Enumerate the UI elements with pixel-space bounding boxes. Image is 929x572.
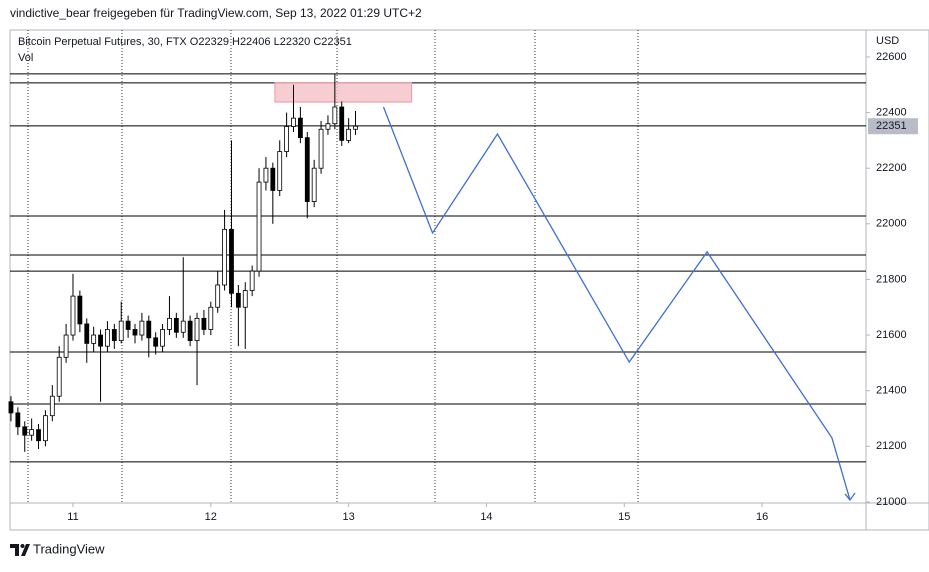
candle-body bbox=[187, 320, 193, 342]
projection-arrowhead bbox=[844, 492, 856, 502]
candle-body bbox=[146, 320, 152, 339]
y-tick-label: 22000 bbox=[876, 218, 907, 230]
candle-body bbox=[311, 167, 317, 202]
candle-body bbox=[8, 401, 14, 414]
candle-body bbox=[263, 167, 269, 183]
candle-body bbox=[105, 329, 110, 347]
y-tick-label: 21400 bbox=[876, 385, 907, 397]
candle-body bbox=[77, 295, 83, 325]
x-tick-label: 13 bbox=[342, 511, 354, 523]
candle-body bbox=[160, 329, 165, 347]
x-tick-label: 15 bbox=[618, 511, 630, 523]
last-price-box bbox=[868, 118, 918, 135]
logo-dot bbox=[20, 544, 25, 548]
candle-body bbox=[194, 317, 200, 342]
candle-body bbox=[15, 412, 21, 428]
candle-body bbox=[29, 429, 35, 436]
last-price-label: 22351 bbox=[876, 120, 907, 132]
y-axis-label: USD bbox=[876, 35, 899, 47]
y-tick-label: 21000 bbox=[876, 496, 907, 508]
candle-body bbox=[153, 337, 159, 347]
candle-body bbox=[235, 292, 241, 308]
candle-body bbox=[201, 317, 207, 330]
candle-body bbox=[111, 329, 117, 342]
candle-body bbox=[291, 117, 296, 127]
candle-body bbox=[346, 128, 352, 141]
legend-symbol: Bitcoin Perpetual Futures, 30, FTX O2232… bbox=[18, 36, 352, 48]
candle-body bbox=[36, 429, 41, 442]
projection-path bbox=[382, 106, 851, 501]
candle-body bbox=[173, 317, 179, 333]
candle-body bbox=[63, 334, 69, 358]
candle-body bbox=[325, 123, 331, 130]
candle-body bbox=[22, 426, 28, 436]
candle-body bbox=[284, 126, 290, 152]
resistance-zone bbox=[274, 82, 413, 103]
plot-area bbox=[8, 73, 866, 502]
candle-body bbox=[49, 395, 55, 417]
candle-body bbox=[277, 151, 283, 191]
x-tick-label: 11 bbox=[67, 511, 78, 523]
logo-mark bbox=[10, 544, 30, 556]
candle-body bbox=[339, 106, 345, 141]
x-tick-label: 14 bbox=[480, 511, 492, 523]
candle-body bbox=[215, 284, 221, 308]
candle-body bbox=[139, 320, 145, 336]
y-tick-label: 22600 bbox=[876, 51, 907, 63]
candle-body bbox=[180, 320, 186, 333]
candle-body bbox=[332, 106, 338, 125]
candle-body bbox=[84, 323, 90, 344]
y-tick-label: 22200 bbox=[876, 162, 907, 174]
candle-body bbox=[318, 128, 324, 169]
candle-body bbox=[222, 228, 227, 286]
candle-body bbox=[91, 334, 97, 344]
candle-body bbox=[229, 228, 234, 294]
chart-title: vindictive_bear freigegeben für TradingV… bbox=[10, 6, 422, 20]
candle-body bbox=[56, 356, 62, 397]
y-tick-label: 21200 bbox=[876, 440, 907, 452]
candle-body bbox=[98, 334, 103, 347]
candle-body bbox=[256, 181, 262, 272]
brand-logo bbox=[10, 544, 30, 556]
y-tick-label: 21600 bbox=[876, 329, 907, 341]
candle-body bbox=[270, 167, 276, 191]
x-tick-label: 12 bbox=[205, 511, 217, 523]
candle-body bbox=[242, 290, 248, 308]
frame bbox=[9, 29, 929, 531]
y-tick-label: 21800 bbox=[876, 273, 907, 285]
candle-body bbox=[353, 125, 358, 130]
candle-body bbox=[132, 329, 138, 336]
candle-body bbox=[208, 306, 214, 330]
candle-body bbox=[167, 317, 172, 330]
candle-body bbox=[70, 295, 76, 336]
y-tick-label: 22400 bbox=[876, 106, 907, 118]
candle-body bbox=[125, 320, 131, 330]
candle-body bbox=[304, 137, 310, 202]
candle-body bbox=[43, 415, 48, 442]
brand-name: TradingView bbox=[33, 541, 105, 556]
candle-body bbox=[297, 117, 303, 139]
candle-body bbox=[118, 320, 124, 342]
volume-label: Vol bbox=[18, 52, 33, 64]
x-tick-label: 16 bbox=[756, 511, 768, 523]
candle-body bbox=[249, 270, 255, 291]
